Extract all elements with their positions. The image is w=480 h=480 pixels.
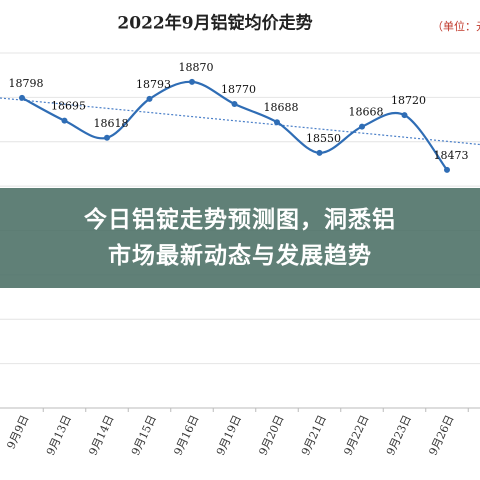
x-tick-label: 9月22日 [341, 413, 371, 457]
banner-line: 今日铝锭走势预测图，洞悉铝 [84, 207, 396, 233]
data-label: 18870 [179, 61, 214, 74]
point [19, 94, 25, 101]
x-tick-label: 9月26日 [426, 413, 456, 457]
x-tick-label: 9月20日 [256, 413, 286, 457]
data-label: 18668 [349, 106, 384, 119]
chart-title: 2022年9月铝锭均价走势 [117, 13, 312, 34]
trend-line [0, 97, 480, 146]
x-tick-label: 9月19日 [214, 413, 244, 457]
point [401, 112, 408, 119]
point [316, 149, 323, 156]
point [359, 123, 365, 130]
x-tick-label: 9月23日 [384, 413, 414, 457]
data-label: 18798 [9, 77, 44, 90]
data-label: 18695 [51, 100, 86, 113]
point [231, 101, 238, 108]
x-tick-label: 9月14日 [86, 413, 116, 457]
data-label: 18770 [221, 83, 256, 96]
point [189, 78, 195, 85]
point [104, 134, 110, 141]
point [444, 166, 450, 173]
unit-note: （单位：元/ [432, 19, 480, 33]
data-label: 18688 [264, 101, 299, 114]
x-tick-label: 9月9日 [4, 413, 31, 451]
point [146, 95, 153, 102]
data-label: 18793 [136, 78, 171, 91]
data-label: 18720 [391, 94, 426, 107]
banner: 今日铝锭走势预测图，洞悉铝 市场最新动态与发展趋势 [0, 188, 480, 288]
data-label: 18473 [434, 149, 469, 162]
x-tick-label: 9月16日 [171, 413, 201, 457]
data-label: 18550 [306, 132, 341, 145]
x-tick-label: 9月21日 [299, 413, 329, 457]
point [61, 117, 68, 124]
x-tick-label: 9月13日 [44, 413, 74, 457]
x-tick-label: 9月15日 [129, 413, 159, 457]
banner-line: 市场最新动态与发展趋势 [108, 243, 372, 269]
data-label: 18618 [94, 117, 129, 130]
point [274, 119, 280, 126]
